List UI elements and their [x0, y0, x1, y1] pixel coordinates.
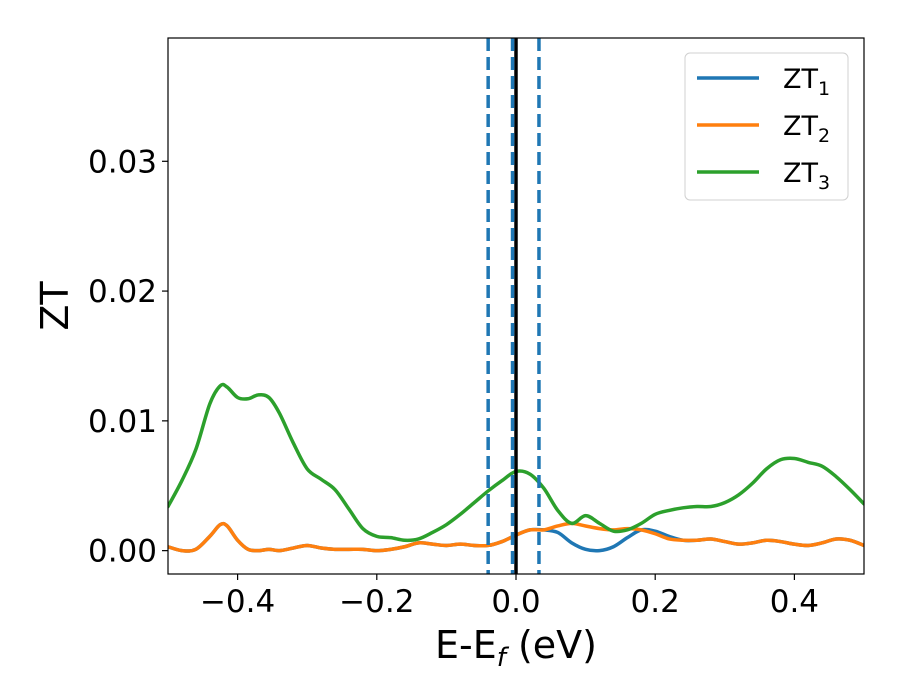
x-axis-label-unit: (eV)	[506, 623, 597, 667]
legend-label-zt2: ZT2	[783, 111, 830, 147]
legend-label-zt3: ZT3	[783, 158, 830, 194]
legend-label-main: ZT	[783, 64, 818, 95]
x-axis-label: E-Ef (eV)	[435, 623, 597, 673]
legend-label-subscript: 1	[818, 78, 830, 100]
vline-layer	[486, 38, 541, 574]
legend-label-subscript: 3	[818, 172, 830, 194]
x-axis: −0.4 −0.2 0.0 0.2 0.4	[200, 574, 819, 620]
y-tick-label: 0.00	[88, 534, 157, 570]
series-layer	[168, 382, 864, 553]
y-axis: 0.00 0.01 0.02 0.03	[88, 144, 168, 570]
series-line-zt2	[168, 521, 864, 553]
legend-label-main: ZT	[783, 111, 818, 142]
legend-box	[684, 52, 849, 201]
x-tick-label: 0.4	[770, 584, 819, 620]
legend-label-zt1: ZT1	[783, 64, 830, 100]
y-tick-label: 0.01	[88, 404, 157, 440]
y-axis-label: ZT	[33, 281, 77, 331]
x-tick-label: 0.2	[631, 584, 680, 620]
x-tick-label: −0.2	[339, 584, 414, 620]
y-tick-label: 0.03	[88, 144, 157, 180]
x-tick-label: −0.4	[200, 584, 275, 620]
series-line-zt3	[168, 382, 864, 543]
y-tick-label: 0.02	[88, 274, 157, 310]
legend-label-subscript: 2	[818, 125, 830, 147]
legend-label-main: ZT	[783, 158, 818, 189]
x-tick-label: 0.0	[491, 584, 540, 620]
